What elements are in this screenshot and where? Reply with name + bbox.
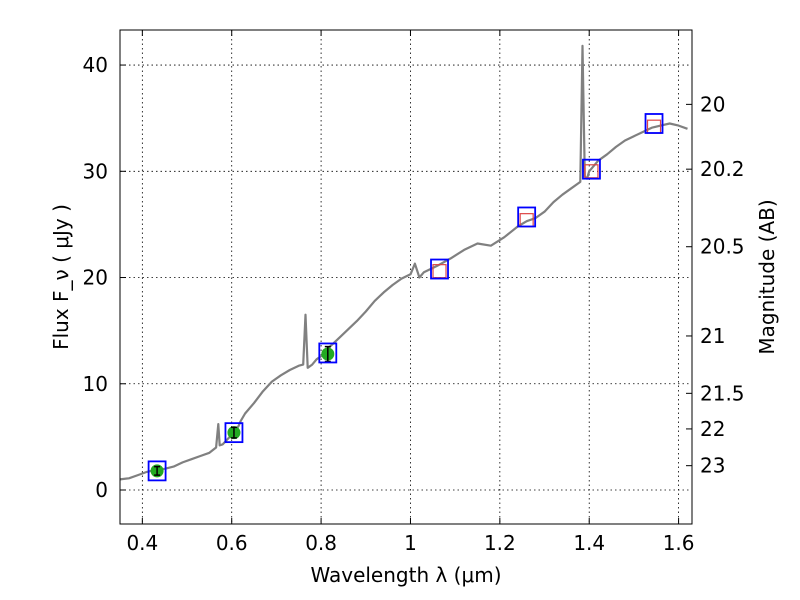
right-tick-label: 20.5 — [700, 235, 745, 259]
model-square — [430, 258, 449, 280]
y-tick-label: 30 — [83, 159, 108, 183]
y-axis-label: Flux F_ν ( μJy ) — [49, 204, 73, 350]
right-tick-label: 20.2 — [700, 157, 745, 181]
model-square — [147, 460, 167, 482]
y-tick-label: 10 — [83, 372, 108, 396]
x-tick-label: 1.6 — [663, 531, 695, 555]
y-tick-label: 0 — [95, 478, 108, 502]
x-tick-label: 0.6 — [216, 531, 248, 555]
axes: 0.4 0.6 0.8 1 1.2 1.4 1.6 0 10 20 30 40 20 20.2 20.5 21… — [83, 30, 745, 555]
grid — [120, 30, 692, 524]
y-tick-label: 40 — [83, 53, 108, 77]
right-tick-label: 21.5 — [700, 381, 745, 405]
x-axis-label: Wavelength λ (μm) — [310, 563, 501, 587]
right-tick-label: 21 — [700, 324, 725, 348]
model-square — [517, 206, 537, 228]
x-tick-label: 0.4 — [126, 531, 158, 555]
x-tick-label: 1.2 — [484, 531, 516, 555]
right-tick-label: 22 — [700, 417, 725, 441]
right-tick-label: 20 — [700, 92, 725, 116]
x-tick-label: 1 — [404, 531, 417, 555]
model-square — [644, 113, 664, 134]
model-square — [318, 342, 338, 364]
x-tick-label: 1.4 — [573, 531, 605, 555]
model-square — [224, 422, 244, 444]
model-square — [582, 158, 601, 180]
right-tick-label: 23 — [700, 454, 725, 478]
plot-area — [119, 44, 688, 482]
right-axis-label: Magnitude (AB) — [755, 199, 779, 354]
x-tick-label: 0.8 — [305, 531, 337, 555]
y-tick-label: 20 — [83, 266, 108, 290]
plot-frame — [119, 29, 693, 525]
spectrum-line — [119, 44, 688, 481]
